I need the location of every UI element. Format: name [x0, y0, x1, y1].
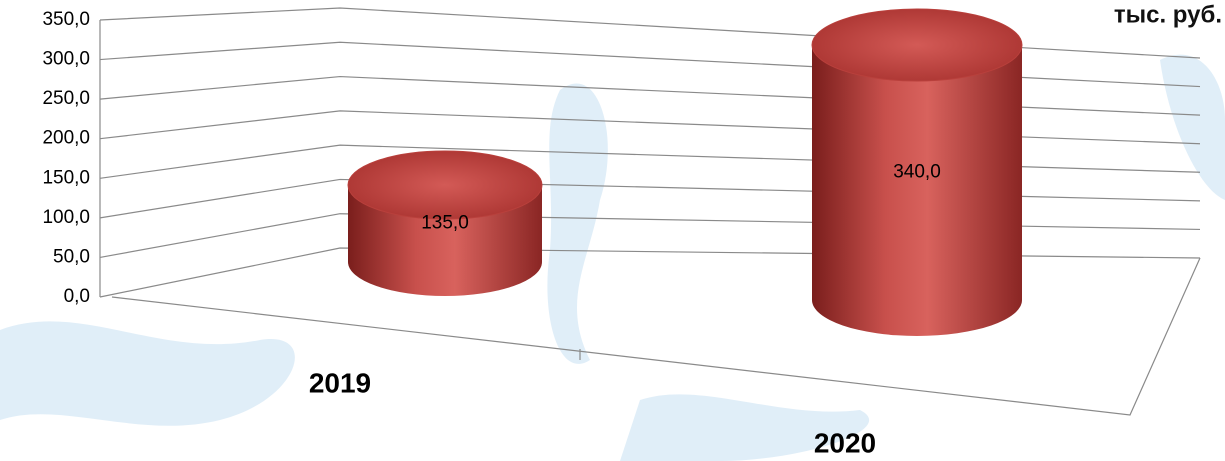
y-tick-label: 350,0: [42, 9, 90, 30]
grid-line: [99, 110, 1201, 145]
grid-line: [99, 75, 1201, 116]
value-label: 340,0: [893, 162, 941, 183]
grid-line: [99, 178, 1201, 219]
bar-top: [811, 8, 1023, 82]
y-tick-label: 150,0: [42, 167, 90, 188]
floor: [111, 257, 1201, 416]
grid-line: [99, 213, 1201, 259]
y-tick-label: 250,0: [42, 88, 90, 109]
y-tick-label: 0,0: [64, 286, 90, 307]
value-label: 135,0: [421, 213, 469, 234]
grid-line: [99, 144, 1201, 179]
y-tick-label: 100,0: [42, 207, 90, 228]
bar-top: [347, 150, 543, 220]
grid-line: [99, 7, 1201, 59]
y-tick-label: 300,0: [42, 49, 90, 70]
y-tick-label: 50,0: [53, 246, 90, 267]
x-tick-label: 2019: [309, 367, 371, 398]
grid-line: [99, 247, 1201, 298]
x-tick-label: 2020: [814, 427, 876, 458]
unit-label: тыс. руб.: [1114, 1, 1222, 28]
y-tick-label: 200,0: [42, 128, 90, 149]
map-background: [0, 54, 1225, 461]
bar: [812, 45, 1022, 336]
